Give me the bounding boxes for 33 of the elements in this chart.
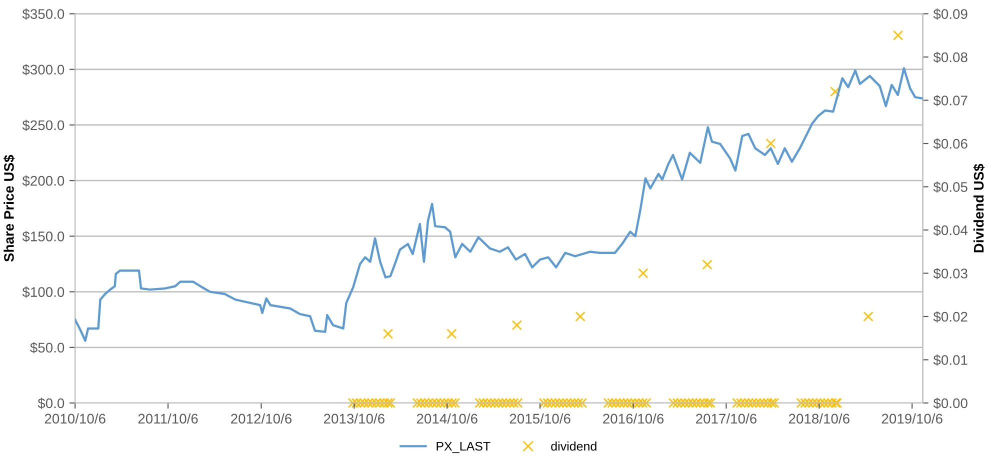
y2-tick-label: $0.01 (933, 354, 968, 366)
y2-axis-title: Dividend US$ (973, 164, 985, 252)
y2-tick-label: $0.06 (933, 138, 968, 150)
y2-tick-label: $0.09 (933, 8, 968, 20)
y-tick-label: $100.0 (22, 286, 64, 298)
y-tick-label: $50.0 (30, 342, 64, 354)
x-tick-label: 2010/10/6 (44, 413, 106, 424)
x-tick-label: 2016/10/6 (603, 413, 664, 424)
y-tick-label: $300.0 (22, 64, 64, 76)
x-tick-label: 2011/10/6 (138, 413, 198, 424)
x-tick-label: 2018/10/6 (788, 413, 850, 424)
x-tick-label: 2019/10/6 (882, 413, 942, 424)
y2-tick-label: $0.07 (933, 95, 968, 106)
line-series (75, 67, 923, 342)
x-tick-label: 2015/10/6 (510, 413, 570, 424)
x-tick-label: 2017/10/6 (696, 413, 756, 424)
y2-tick-label: $0.00 (933, 398, 968, 409)
y2-tick-label: $0.05 (933, 182, 968, 193)
y-tick-label: $0.0 (38, 398, 64, 409)
y2-tick-label: $0.02 (933, 311, 968, 322)
legend-label: PX_LAST (436, 442, 490, 454)
y-tick-label: $200.0 (22, 175, 64, 187)
y-tick-label: $150.0 (22, 230, 64, 242)
y-tick-label: $250.0 (22, 120, 64, 131)
y2-tick-label: $0.03 (933, 268, 968, 280)
y2-tick-label: $0.08 (933, 52, 968, 64)
legend-label: dividend (551, 442, 596, 451)
x-tick-label: 2012/10/6 (231, 413, 292, 424)
x-tick-label: 2014/10/6 (416, 413, 478, 424)
y2-tick-label: $0.04 (933, 224, 968, 236)
y-tick-label: $350.0 (22, 8, 64, 20)
y-axis-title: Share Price US$ (3, 154, 15, 262)
x-tick-label: 2013/10/6 (324, 413, 384, 424)
